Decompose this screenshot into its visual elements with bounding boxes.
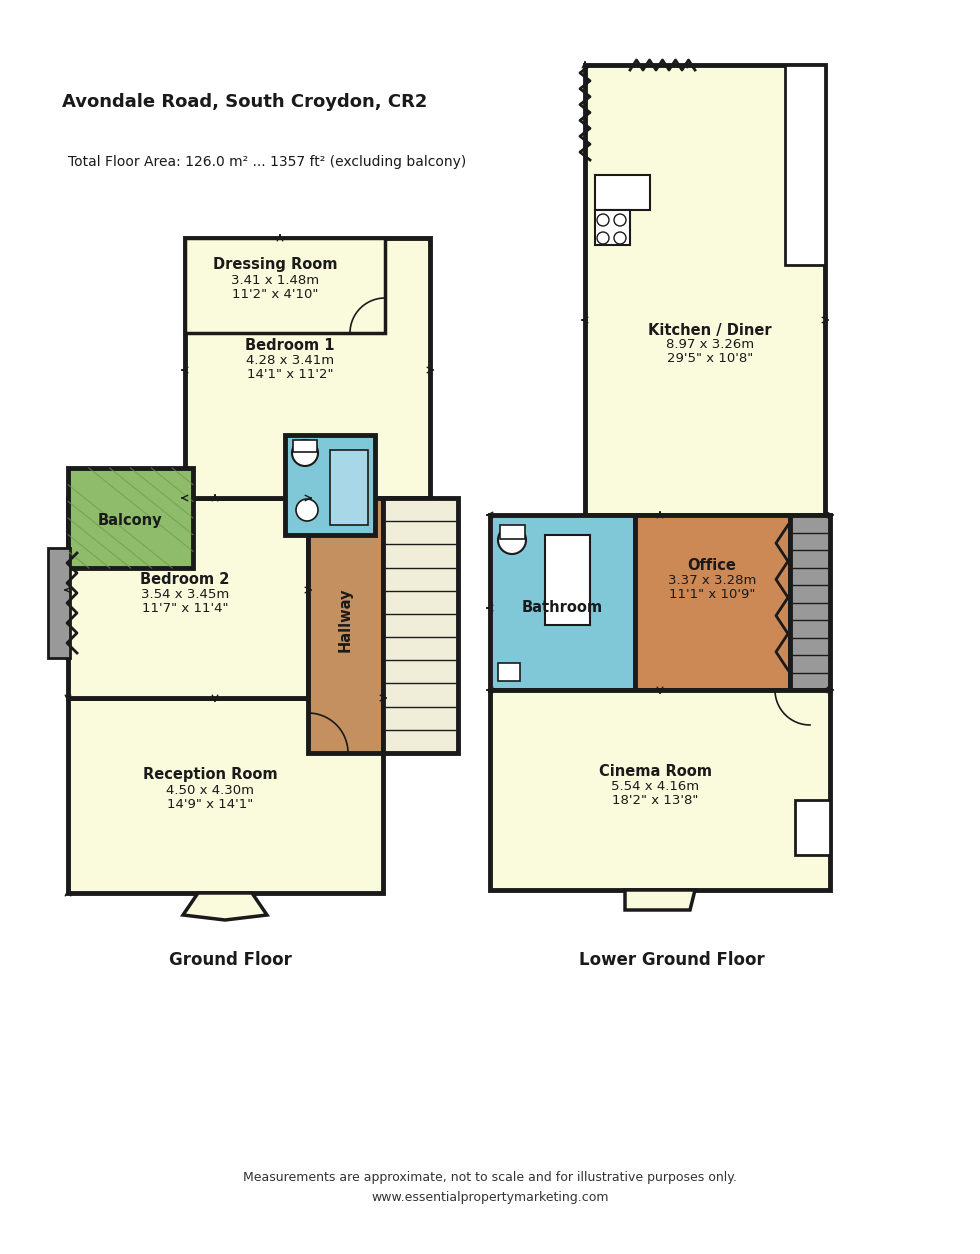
Text: 11'7" x 11'4": 11'7" x 11'4" <box>142 602 228 616</box>
Bar <box>635 515 790 690</box>
Text: 4.50 x 4.30m: 4.50 x 4.30m <box>166 784 254 796</box>
Text: Office: Office <box>688 558 736 573</box>
Text: 14'9" x 14'1": 14'9" x 14'1" <box>167 798 253 810</box>
Text: Reception Room: Reception Room <box>143 767 277 782</box>
Bar <box>595 209 630 245</box>
Text: www.essentialpropertymarketing.com: www.essentialpropertymarketing.com <box>371 1191 609 1205</box>
Bar <box>500 525 525 539</box>
Bar <box>490 515 635 690</box>
Text: Cinema Room: Cinema Room <box>599 765 711 780</box>
Bar <box>795 800 830 855</box>
Text: 3.37 x 3.28m: 3.37 x 3.28m <box>667 573 757 587</box>
Bar <box>785 65 825 265</box>
Bar <box>490 690 830 890</box>
Text: 4.28 x 3.41m: 4.28 x 3.41m <box>246 354 334 366</box>
Text: Measurements are approximate, not to scale and for illustrative purposes only.: Measurements are approximate, not to sca… <box>243 1171 737 1185</box>
Circle shape <box>292 440 318 466</box>
Text: Bedroom 2: Bedroom 2 <box>140 573 229 588</box>
Bar <box>285 435 375 535</box>
Text: Bathroom: Bathroom <box>521 601 603 616</box>
Text: Avondale Road, South Croydon, CR2: Avondale Road, South Croydon, CR2 <box>63 93 427 112</box>
Text: Hallway: Hallway <box>337 588 353 652</box>
Bar <box>545 535 590 624</box>
Bar <box>595 176 650 209</box>
Text: 14'1" x 11'2": 14'1" x 11'2" <box>247 367 333 380</box>
Text: 11'1" x 10'9": 11'1" x 10'9" <box>668 588 756 601</box>
Bar <box>185 238 430 498</box>
Text: Kitchen / Diner: Kitchen / Diner <box>648 322 772 337</box>
Bar <box>308 498 383 752</box>
Text: Balcony: Balcony <box>98 513 163 528</box>
Circle shape <box>498 525 526 554</box>
Bar <box>68 468 193 568</box>
Text: 5.54 x 4.16m: 5.54 x 4.16m <box>611 780 699 794</box>
Text: Bedroom 1: Bedroom 1 <box>245 337 335 352</box>
Polygon shape <box>183 893 267 920</box>
Bar <box>185 238 385 334</box>
Bar <box>330 450 368 525</box>
Bar <box>68 498 308 698</box>
Text: 29'5" x 10'8": 29'5" x 10'8" <box>666 352 753 365</box>
Bar <box>48 548 70 658</box>
Circle shape <box>296 499 318 520</box>
Bar <box>68 698 383 893</box>
Bar <box>293 440 317 451</box>
Bar <box>498 663 520 681</box>
Text: 18'2" x 13'8": 18'2" x 13'8" <box>612 795 698 808</box>
Text: 3.54 x 3.45m: 3.54 x 3.45m <box>141 588 229 602</box>
Polygon shape <box>625 890 695 910</box>
Text: Total Floor Area: 126.0 m² ... 1357 ft² (excluding balcony): Total Floor Area: 126.0 m² ... 1357 ft² … <box>68 155 466 169</box>
Text: Lower Ground Floor: Lower Ground Floor <box>579 951 764 969</box>
Text: 3.41 x 1.48m: 3.41 x 1.48m <box>231 273 319 286</box>
Bar <box>585 65 825 515</box>
Text: Ground Floor: Ground Floor <box>169 951 291 969</box>
Bar <box>790 515 830 690</box>
Bar <box>383 498 458 752</box>
Text: 8.97 x 3.26m: 8.97 x 3.26m <box>666 339 754 351</box>
Text: Dressing Room: Dressing Room <box>213 257 337 272</box>
Text: 11'2" x 4'10": 11'2" x 4'10" <box>232 287 318 301</box>
